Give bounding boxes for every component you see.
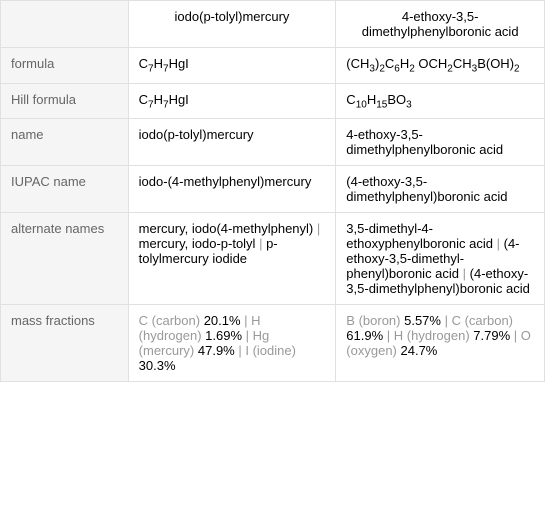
iupac-label: IUPAC name [1, 166, 129, 213]
header-row: iodo(p-tolyl)mercury 4-ethoxy-3,5-dimeth… [1, 1, 545, 48]
name-col3: 4-ethoxy-3,5-dimethylphenylboronic acid [336, 119, 545, 166]
mass-row: mass fractions C (carbon) 20.1% | H (hyd… [1, 305, 545, 382]
name-row: name iodo(p-tolyl)mercury 4-ethoxy-3,5-d… [1, 119, 545, 166]
iupac-col2: iodo-(4-methylphenyl)mercury [128, 166, 336, 213]
hill-label: Hill formula [1, 83, 129, 119]
comparison-table: iodo(p-tolyl)mercury 4-ethoxy-3,5-dimeth… [0, 0, 545, 382]
hill-col3: C10H15BO3 [336, 83, 545, 119]
hill-row: Hill formula C7H7HgI C10H15BO3 [1, 83, 545, 119]
mass-col3: B (boron) 5.57% | C (carbon) 61.9% | H (… [336, 305, 545, 382]
iupac-col3: (4-ethoxy-3,5-dimethylphenyl)boronic aci… [336, 166, 545, 213]
name-col2: iodo(p-tolyl)mercury [128, 119, 336, 166]
name-label: name [1, 119, 129, 166]
alternate-row: alternate names mercury, iodo(4-methylph… [1, 213, 545, 305]
formula-row: formula C7H7HgI (CH3)2C6H2 OCH2CH3B(OH)2 [1, 48, 545, 84]
hill-col2: C7H7HgI [128, 83, 336, 119]
header-compound2: 4-ethoxy-3,5-dimethylphenylboronic acid [336, 1, 545, 48]
alternate-label: alternate names [1, 213, 129, 305]
formula-col2: C7H7HgI [128, 48, 336, 84]
formula-col3: (CH3)2C6H2 OCH2CH3B(OH)2 [336, 48, 545, 84]
formula-label: formula [1, 48, 129, 84]
mass-col2: C (carbon) 20.1% | H (hydrogen) 1.69% | … [128, 305, 336, 382]
header-compound1: iodo(p-tolyl)mercury [128, 1, 336, 48]
iupac-row: IUPAC name iodo-(4-methylphenyl)mercury … [1, 166, 545, 213]
header-empty [1, 1, 129, 48]
mass-label: mass fractions [1, 305, 129, 382]
alternate-col3: 3,5-dimethyl-4-ethoxyphenylboronic acid … [336, 213, 545, 305]
alternate-col2: mercury, iodo(4-methylphenyl) | mercury,… [128, 213, 336, 305]
